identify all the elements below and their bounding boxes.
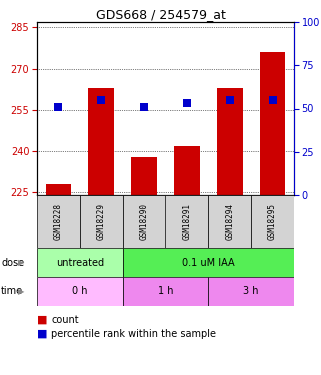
Text: 1 h: 1 h [158, 286, 173, 297]
Text: ▶: ▶ [18, 258, 24, 267]
Point [227, 97, 232, 103]
Point [142, 104, 147, 110]
Bar [174, 146, 200, 195]
Point [270, 97, 275, 103]
Text: count: count [51, 315, 79, 325]
Text: GSM18291: GSM18291 [182, 203, 191, 240]
Bar [260, 52, 285, 195]
Text: ▶: ▶ [18, 287, 24, 296]
Text: GSM18290: GSM18290 [140, 203, 149, 240]
Bar [217, 88, 243, 195]
Bar [123, 248, 294, 277]
Text: GDS668 / 254579_at: GDS668 / 254579_at [96, 8, 225, 21]
Point [56, 104, 61, 110]
Bar [166, 195, 208, 248]
Bar [123, 195, 166, 248]
Bar [37, 277, 123, 306]
Text: untreated: untreated [56, 258, 104, 267]
Bar [123, 277, 208, 306]
Bar [80, 195, 123, 248]
Bar [46, 184, 71, 195]
Text: time: time [1, 286, 23, 297]
Bar [37, 195, 80, 248]
Text: percentile rank within the sample: percentile rank within the sample [51, 329, 216, 339]
Text: ■: ■ [37, 315, 48, 325]
Point [184, 100, 189, 106]
Text: 3 h: 3 h [243, 286, 259, 297]
Bar [88, 88, 114, 195]
Text: GSM18295: GSM18295 [268, 203, 277, 240]
Text: GSM18229: GSM18229 [97, 203, 106, 240]
Bar [208, 195, 251, 248]
Text: ■: ■ [37, 329, 48, 339]
Text: GSM18294: GSM18294 [225, 203, 234, 240]
Text: dose: dose [1, 258, 24, 267]
Bar [131, 156, 157, 195]
Bar [251, 195, 294, 248]
Text: GSM18228: GSM18228 [54, 203, 63, 240]
Point [99, 97, 104, 103]
Bar [37, 248, 123, 277]
Bar [208, 277, 294, 306]
Text: 0.1 uM IAA: 0.1 uM IAA [182, 258, 235, 267]
Text: 0 h: 0 h [72, 286, 88, 297]
